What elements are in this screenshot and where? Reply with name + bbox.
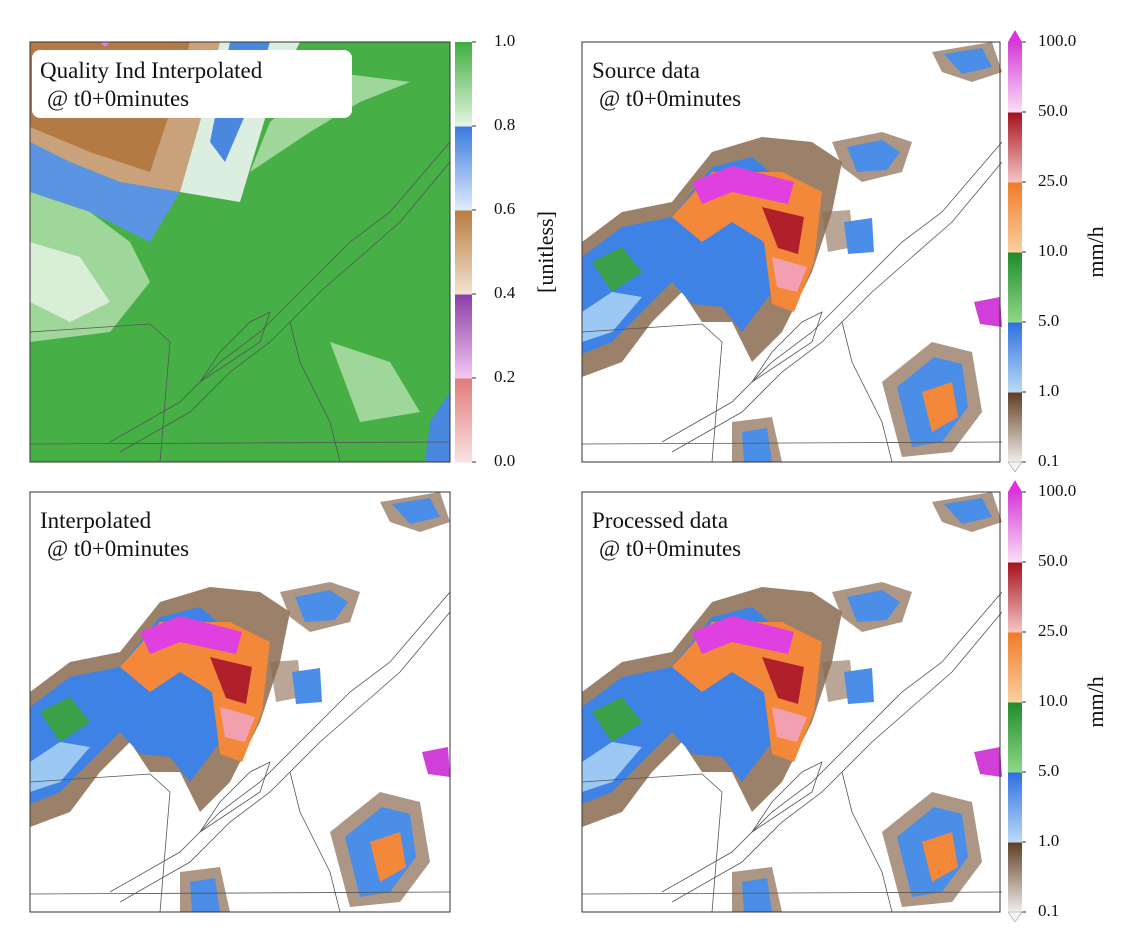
colorbar-segment: [1008, 492, 1022, 563]
colorbar-label: mm/h: [1083, 226, 1108, 277]
colorbar-tick-label: 10.0: [1038, 241, 1068, 260]
colorbar-tick-label: 1.0: [1038, 381, 1059, 400]
map-panel: Source data @ t0+0minutes: [581, 41, 1002, 463]
colorbar-segment: [1008, 562, 1022, 633]
colorbar-segment: [1008, 632, 1022, 703]
panel-title: @ t0+0minutes: [47, 536, 189, 561]
colorbar-segment: [455, 42, 472, 127]
colorbar-tick-label: 0.4: [494, 283, 516, 302]
colorbar-tick-label: 5.0: [1038, 311, 1059, 330]
map-frame: [29, 491, 451, 913]
panel-title: @ t0+0minutes: [47, 86, 189, 111]
colorbar-tick-label: 0.1: [1038, 451, 1059, 470]
colorbar-label: mm/h: [1083, 676, 1108, 727]
colorbar-tick-label: 0.6: [494, 199, 515, 218]
colorbar-segment: [1008, 42, 1022, 113]
colorbar-tick-label: 25.0: [1038, 171, 1068, 190]
colorbar-extend: [1007, 461, 1023, 473]
colorbar-segment: [455, 210, 472, 295]
colorbar-segment: [455, 294, 472, 379]
panel-title: Interpolated: [40, 508, 152, 533]
colorbar-tick-label: 50.0: [1038, 551, 1068, 570]
colorbar-tick-label: 50.0: [1038, 101, 1068, 120]
colorbar-tick-label: 1.0: [1038, 831, 1059, 850]
title-box: [32, 50, 352, 118]
colorbar-tick-label: 100.0: [1038, 31, 1076, 50]
colorbar-segment: [455, 378, 472, 463]
colorbar-segment: [1008, 322, 1022, 393]
map-frame: [581, 41, 1001, 463]
colorbar-segment: [1008, 772, 1022, 843]
panel-title: @ t0+0minutes: [599, 86, 741, 111]
colorbar-tick-label: 0.1: [1038, 901, 1059, 920]
panel-title: Quality Ind Interpolated: [40, 58, 263, 83]
colorbar-extend: [1007, 911, 1023, 923]
colorbar-segment: [1008, 182, 1022, 253]
colorbar-tick-label: 100.0: [1038, 481, 1076, 500]
map-panel: Processed data @ t0+0minutes: [581, 491, 1002, 913]
colorbar-segment: [455, 126, 472, 211]
colorbar-tick-label: 1.0: [494, 31, 515, 50]
colorbar-segment: [1008, 842, 1022, 913]
colorbar-segment: [1008, 392, 1022, 463]
map-panel: Quality Ind Interpolated @ t0+0minutes: [29, 41, 451, 463]
colorbar-tick-label: 25.0: [1038, 621, 1068, 640]
colorbar-segment: [1008, 112, 1022, 183]
colorbar-tick-label: 0.0: [494, 451, 515, 470]
panel-title: Processed data: [592, 508, 728, 533]
colorbar-extend: [1008, 30, 1022, 42]
colorbar-segment: [1008, 702, 1022, 773]
map-frame: [29, 41, 451, 463]
panel-title: @ t0+0minutes: [599, 536, 741, 561]
panel-title: Source data: [592, 58, 700, 83]
map-frame: [581, 491, 1001, 913]
colorbar-label: [unitless]: [533, 211, 558, 293]
colorbar-tick-label: 0.2: [494, 367, 515, 386]
colorbar-tick-label: 5.0: [1038, 761, 1059, 780]
colorbar-tick-label: 10.0: [1038, 691, 1068, 710]
colorbar-extend: [1008, 480, 1022, 492]
colorbar-tick-label: 0.8: [494, 115, 515, 134]
map-panel: Interpolated @ t0+0minutes: [29, 491, 451, 913]
colorbar-segment: [1008, 252, 1022, 323]
